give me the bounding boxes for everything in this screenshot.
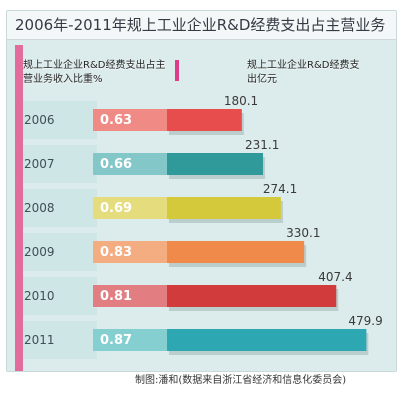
ratio-value-label: 0.81 (100, 289, 132, 304)
bar-chart: 2006 0.63 180.1 2007 0.66 231.1 2008 0.69 274.1 2… (23, 94, 383, 359)
spend-value-label: 180.1 (224, 94, 258, 108)
ratio-series-header: 规上工业企业R&D经费支出占主营业务收入比重% (23, 60, 166, 85)
spend-bar (167, 241, 305, 263)
year-band (23, 233, 97, 271)
year-band (23, 101, 97, 139)
year-label: 2010 (24, 289, 55, 303)
chart-credit: 制图:潘和(数据来自浙江省经济和信息化委员会) (135, 375, 347, 386)
chart-card: 2006年-2011年规上工业企业R&D经费支出占主营业务收入比重 规上工业企业… (6, 10, 397, 372)
year-label: 2007 (24, 157, 55, 171)
ratio-bar (93, 329, 167, 351)
spend-bar (167, 109, 242, 131)
header-separator-mark (175, 60, 179, 81)
title-bar: 2006年-2011年规上工业企业R&D经费支出占主营业务收入比重 (7, 11, 396, 40)
spend-bar (167, 285, 337, 307)
ratio-value-label: 0.66 (100, 157, 132, 172)
ratio-value-label: 0.87 (100, 333, 132, 348)
year-band (23, 145, 97, 183)
ratio-value-label: 0.63 (100, 113, 132, 128)
year-label: 2011 (24, 333, 55, 347)
ratio-bar (93, 109, 167, 131)
spend-bar (167, 153, 264, 175)
spend-bar (167, 197, 281, 219)
spend-value-label: 330.1 (286, 226, 320, 240)
spend-series-header: 规上工业企业R&D经费支出亿元 (247, 60, 360, 85)
year-band (23, 277, 97, 315)
year-band (23, 321, 97, 359)
ratio-bar (93, 153, 167, 175)
spend-value-label: 479.9 (348, 314, 382, 328)
year-band (23, 189, 97, 227)
year-label: 2008 (24, 201, 55, 215)
spend-value-label: 231.1 (245, 138, 279, 152)
year-axis-strip (15, 45, 23, 371)
ratio-bar (93, 285, 167, 307)
ratio-value-label: 0.83 (100, 245, 132, 260)
ratio-bar (93, 241, 167, 263)
ratio-value-label: 0.69 (100, 201, 132, 216)
spend-value-label: 274.1 (263, 182, 297, 196)
ratio-bar (93, 197, 167, 219)
year-label: 2006 (24, 113, 55, 127)
spend-value-label: 407.4 (318, 270, 352, 284)
year-label: 2009 (24, 245, 55, 259)
spend-bar (167, 329, 367, 351)
chart-title: 2006年-2011年规上工业企业R&D经费支出占主营业务收入比重 (15, 16, 385, 34)
